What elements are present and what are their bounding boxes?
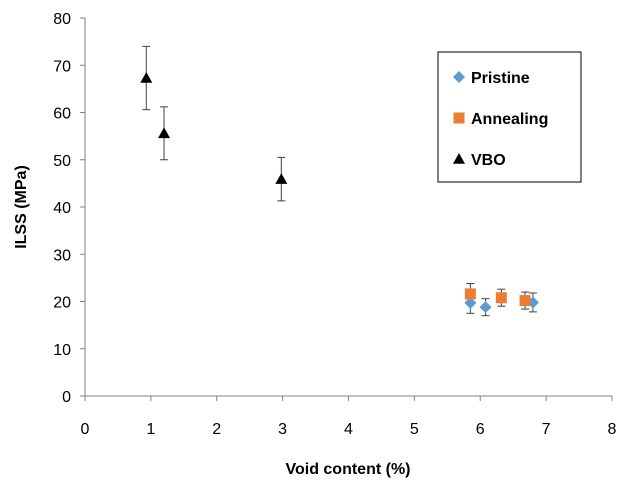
legend-marker-pristine <box>453 71 465 83</box>
tick-labels: 0 10 20 30 40 50 60 70 80 0 1 2 3 4 5 6 7 8 <box>53 11 616 438</box>
annealing-point <box>519 295 531 307</box>
x-tick-label: 6 <box>476 421 485 438</box>
x-tick-label: 2 <box>212 421 221 438</box>
vbo-point <box>140 72 153 83</box>
axes <box>80 17 613 401</box>
vbo-point <box>158 127 171 139</box>
legend-label-vbo: VBO <box>471 152 506 169</box>
legend-label-annealing: Annealing <box>471 111 548 128</box>
x-tick-label: 3 <box>278 421 287 438</box>
y-tick-label: 80 <box>53 11 71 28</box>
y-tick-label: 0 <box>62 389 71 406</box>
y-tick-label: 70 <box>53 58 71 75</box>
annealing-point <box>495 292 507 304</box>
x-tick-label: 5 <box>410 421 419 438</box>
y-tick-label: 10 <box>53 342 71 359</box>
y-tick-label: 50 <box>53 153 71 170</box>
legend: Pristine Annealing VBO <box>437 51 582 183</box>
legend-marker-vbo <box>453 153 465 164</box>
annealing-point <box>464 288 476 300</box>
data-points <box>140 72 539 314</box>
pristine-point <box>479 301 492 314</box>
x-tick-label: 4 <box>344 421 353 438</box>
x-tick-label: 0 <box>81 421 90 438</box>
y-axis-title: ILSS (MPa) <box>13 165 30 249</box>
x-tick-label: 7 <box>542 421 551 438</box>
x-tick-label: 8 <box>608 421 617 438</box>
y-tick-label: 30 <box>53 247 71 264</box>
pristine-point <box>464 296 477 309</box>
legend-marker-annealing <box>453 112 465 124</box>
legend-label-pristine: Pristine <box>471 70 530 87</box>
x-tick-label: 1 <box>146 421 155 438</box>
y-tick-label: 20 <box>53 295 71 312</box>
vbo-point <box>275 173 288 184</box>
y-tick-label: 60 <box>53 106 71 123</box>
x-axis-title: Void content (%) <box>285 461 410 478</box>
y-tick-label: 40 <box>53 200 71 217</box>
